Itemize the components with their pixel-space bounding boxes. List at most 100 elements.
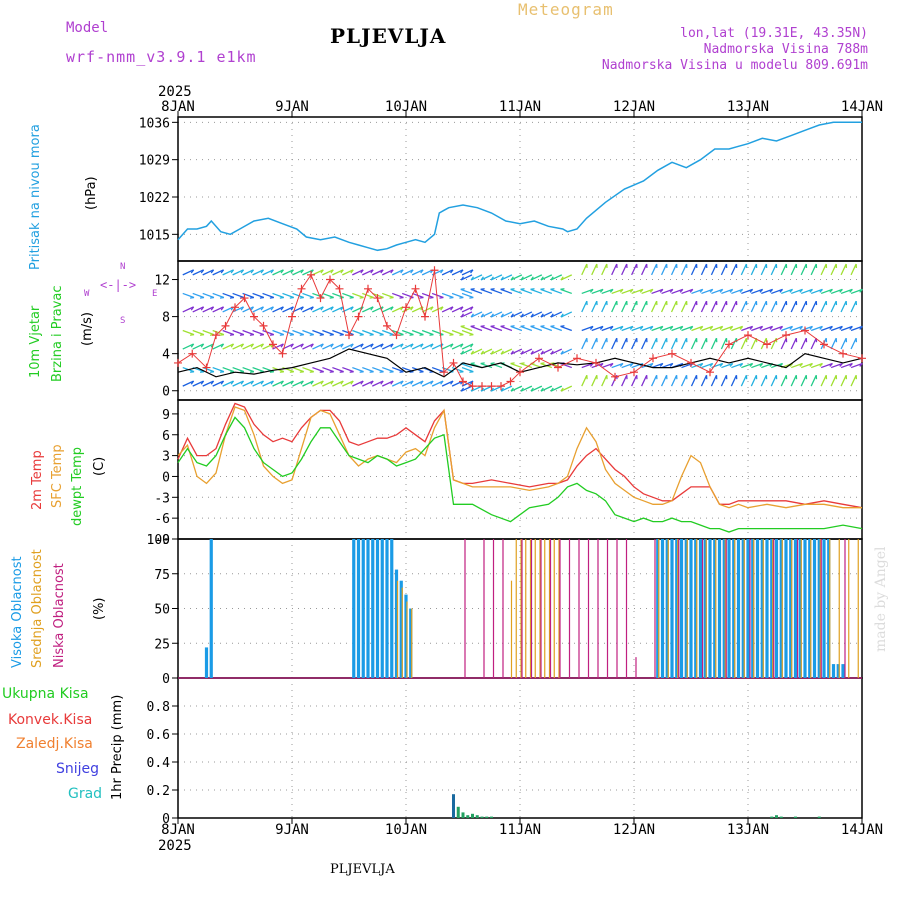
wind-arrow-head [789,288,794,293]
gust-marker [506,377,515,386]
wind-arrow [182,269,194,276]
gust-marker [231,303,239,312]
wind-arrow [660,300,668,313]
wind-arrow [242,366,255,373]
wind-arrow [232,343,244,350]
wind-arrow [202,343,214,350]
wind-arrow [690,374,698,387]
wind-arrow-head [739,288,744,293]
wind-arrow [222,380,234,387]
wind-arrow [830,362,843,369]
wind-arrow-head [269,333,274,336]
wind-arrow-head [460,306,464,311]
wind-arrow [690,300,698,313]
wind-arrow [312,329,324,336]
wind-arrow-head [550,387,554,392]
wind-arrow [212,380,224,387]
wind-arrow [262,292,275,299]
wind-arrow-head [849,363,853,367]
gust-marker [392,331,401,340]
day-label-top: 8JAN [161,99,195,115]
high-cloud-bar [717,539,722,678]
year-top: 2025 [158,84,192,100]
wind-arrow [182,380,194,387]
wind-arrow-head [589,363,594,367]
high-cloud-bar [656,539,660,678]
wind-arrow [292,380,304,387]
wind-arrow-head [799,363,803,367]
wind-arrow-head [339,333,344,336]
wind-arrow [232,329,245,336]
wind-arrow [500,311,513,318]
wind-arrow [560,311,573,318]
wind-arrow-head [520,276,524,281]
elevation-label: Nadmorska Visina 788m [703,42,868,57]
wind-arrow [451,366,464,373]
wind-arrow [441,292,454,299]
wind-arrow-head [599,325,604,330]
wind-arrow [661,362,674,369]
wind-arrow [510,325,523,332]
high-cloud-bar [399,580,403,678]
wind-arrow [520,274,533,281]
wind-arrow [451,306,464,313]
gust-marker [497,382,505,391]
y-tick-label: 0 [162,470,170,485]
wind-arrow [202,269,214,276]
gust-marker [535,354,543,363]
wind-arrow-head [340,269,344,274]
wind-arrow [192,380,204,387]
wind-arrow-head [480,288,485,290]
wind-arrow-head [380,269,384,274]
compass-south: S [120,316,126,326]
high-cloud-bar [352,539,356,678]
wind-arrow [721,325,733,332]
wind-arrow [362,380,374,387]
wind-arrow [272,306,284,313]
wind-arrow-head [210,306,215,311]
wind-arrow [202,329,215,336]
day-label-bottom: 10JAN [384,822,428,838]
wind-arrow [490,288,503,295]
precip-bar [475,815,479,818]
gust-marker [174,358,182,367]
wind-arrow [212,269,224,276]
wind-arrow-head [410,306,414,311]
wind-arrow-head [400,343,404,348]
gust-marker [288,312,296,321]
wind-arrow-head [390,343,394,348]
wind-arrow [750,300,757,313]
wind-arrow-head [270,380,274,385]
wind-arrow-head [709,288,714,293]
wind-arrow [461,343,474,350]
y-tick-label: 3 [162,450,170,465]
wind-arrow [601,263,608,276]
gust-marker [468,382,477,391]
wind-arrow-head [309,371,314,373]
wind-arrow [660,263,668,276]
gust-marker [383,321,391,330]
high-cloud-bar [760,539,764,678]
wind-arrow [850,325,863,332]
precip-bar [480,816,484,818]
wind-arrow [391,380,404,387]
wind-arrow [202,366,215,373]
wind-arrow [771,288,783,295]
wind-arrow-head [390,306,394,311]
wind-arrow-head [699,325,704,330]
wind-arrow [550,385,563,392]
wind-arrow-head [520,313,524,318]
precip-bar [770,816,774,818]
wind-arrow [362,306,374,313]
compass-cross-icon: <-|-> [100,278,137,292]
wind-arrow-head [459,371,464,373]
precip-bar [466,815,470,818]
wind-arrow-head [769,325,774,330]
wind-compass: N W E S <-|-> [82,262,162,332]
wind-arrow [701,362,713,369]
wind-arrow-head [789,325,794,330]
wind-arrow [840,288,853,295]
wind-arrow-head [190,269,195,274]
y-tick-label: 1029 [139,154,170,169]
